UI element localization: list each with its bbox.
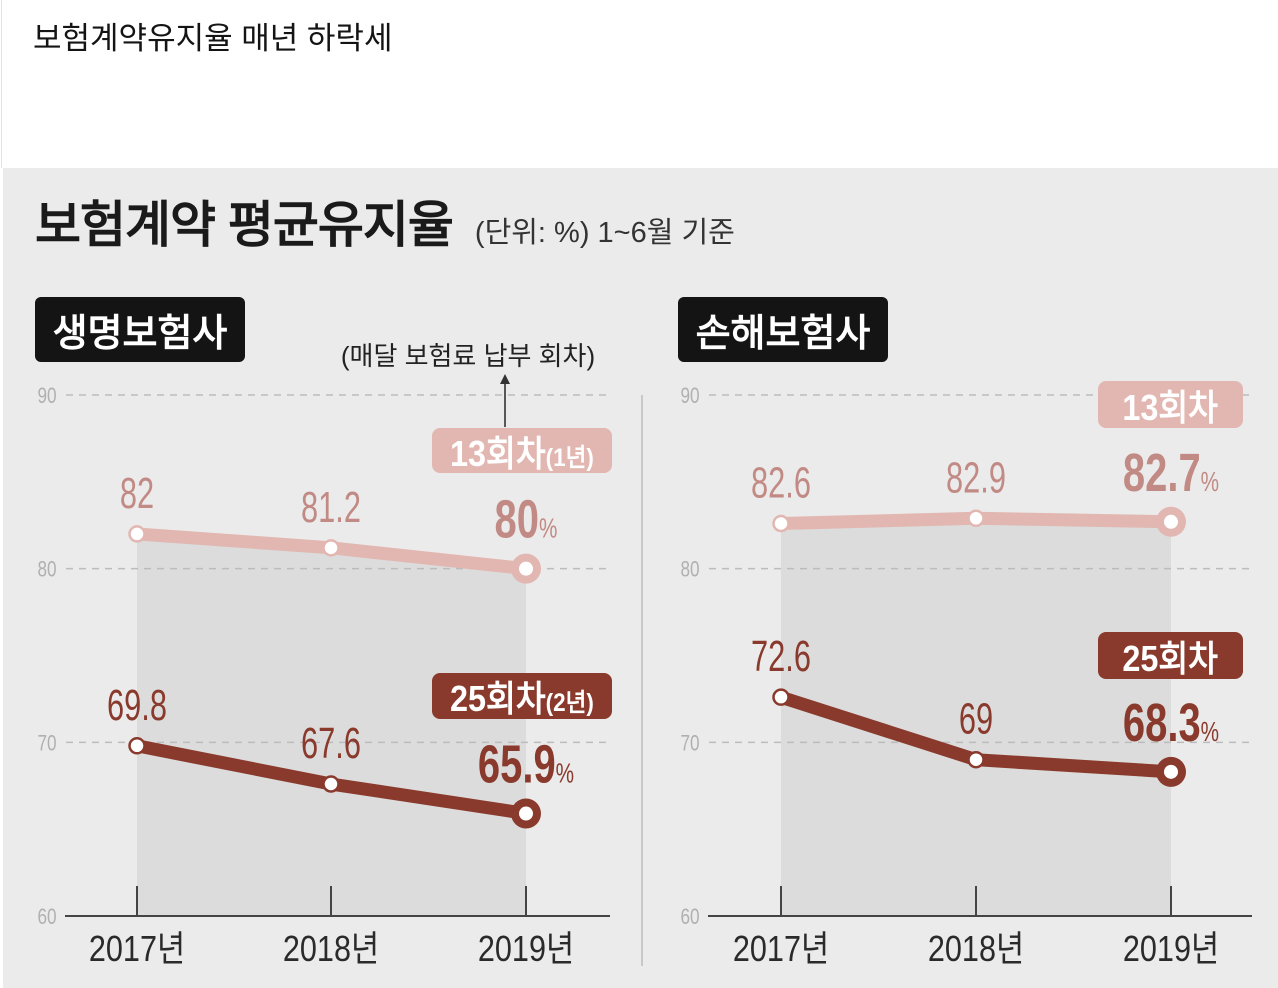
data-point [128, 737, 146, 755]
payment-count-annotation: (매달 보험료 납부 회차) [340, 341, 596, 371]
y-tick-label: 80 [680, 558, 699, 583]
data-label: 69.8 [107, 682, 167, 731]
unit-note: (단위: %) 1~6월 기준 [474, 217, 735, 249]
series-0: 82 81.2 80% [120, 470, 558, 584]
series-1: 69.8 67.6 65.9% [107, 682, 574, 829]
series-label-text: 25회차 [1123, 630, 1219, 682]
data-point [128, 525, 146, 543]
series-label-note: (2년) [545, 689, 594, 717]
x-tick-label: 2019년 [478, 930, 574, 970]
data-label-unit: % [1201, 467, 1220, 498]
series-label-text: 25회차(2년) [450, 670, 594, 722]
x-tick-label: 2017년 [733, 930, 829, 970]
data-label: 80% [495, 490, 558, 550]
shaded-area [137, 533, 526, 916]
series-label-nonlife-25: 25회차 [1098, 632, 1243, 679]
data-label: 72.6 [751, 633, 811, 682]
data-point-center [519, 806, 533, 821]
data-label: 82 [120, 470, 154, 519]
data-label-value: 65.9 [478, 735, 556, 795]
series-label-nonlife-13: 13회차 [1098, 381, 1243, 428]
data-point [772, 514, 790, 533]
data-point [772, 688, 790, 706]
series-label-name: 13회차 [450, 432, 546, 474]
y-tick-label: 60 [37, 905, 56, 930]
data-point [967, 750, 985, 769]
series-label-name: 13회차 [1122, 386, 1219, 428]
series-label-life-25: 25회차(2년) [432, 673, 612, 719]
series-1: 72.6 69 68.3% [751, 633, 1219, 787]
chart-title-nonlife-insurers: 손해보험사 [678, 297, 888, 362]
data-point-center [519, 561, 533, 576]
data-label: 81.2 [301, 484, 361, 533]
y-tick-label: 70 [680, 731, 699, 756]
headline: 보험계약유지율 매년 하락세 [33, 21, 393, 56]
series-label-name: 25회차 [1122, 637, 1219, 679]
x-tick-label: 2018년 [283, 930, 379, 970]
data-point [322, 539, 340, 557]
data-label: 82.7% [1123, 443, 1219, 503]
chart-0-plot: 90 80 70 60 2017년 2018년 2019년 82 81.2 80% 69.8 67.6… [37, 374, 610, 970]
y-tick-label: 80 [37, 558, 56, 583]
data-label: 67.6 [301, 720, 361, 769]
data-label-value: 68.3 [1123, 693, 1201, 753]
data-label-unit: % [1201, 717, 1220, 748]
data-point [322, 775, 340, 793]
data-label-unit: % [539, 514, 558, 545]
x-tick-label: 2017년 [89, 930, 185, 970]
data-point-center [1164, 514, 1178, 529]
data-point-center [1164, 764, 1178, 779]
series-label-note: (1년) [545, 443, 594, 472]
annotation-arrow-head [500, 374, 510, 384]
y-tick-label: 90 [680, 384, 699, 409]
x-tick-label: 2018년 [928, 930, 1024, 970]
x-tick-label: 2019년 [1123, 930, 1219, 970]
data-label: 68.3% [1123, 693, 1219, 753]
y-tick-label: 60 [680, 905, 699, 930]
chart-title-life-insurers: 생명보험사 [35, 297, 245, 362]
series-label-text: 13회차(1년) [450, 425, 594, 477]
panel-title-row: 보험계약 평균유지율 (단위: %) 1~6월 기준 [35, 195, 735, 255]
series-0: 82.6 82.9 82.7% [751, 443, 1219, 537]
data-label: 69 [959, 695, 993, 744]
data-label-unit: % [556, 759, 575, 790]
y-tick-label: 90 [37, 384, 56, 409]
data-label-value: 82.7 [1123, 443, 1201, 503]
y-tick-label: 70 [37, 731, 56, 756]
series-label-name: 25회차 [450, 678, 546, 719]
data-point [967, 509, 985, 528]
data-label: 65.9% [478, 735, 574, 795]
series-label-text: 13회차 [1123, 379, 1219, 431]
page-left-border [1, 0, 2, 168]
panel-title: 보험계약 평균유지율 [35, 197, 454, 253]
data-label-value: 80 [495, 490, 539, 550]
shaded-area [781, 518, 1171, 916]
data-label: 82.6 [751, 459, 811, 508]
series-label-life-13: 13회차(1년) [432, 428, 612, 474]
data-label: 82.9 [946, 454, 1006, 503]
